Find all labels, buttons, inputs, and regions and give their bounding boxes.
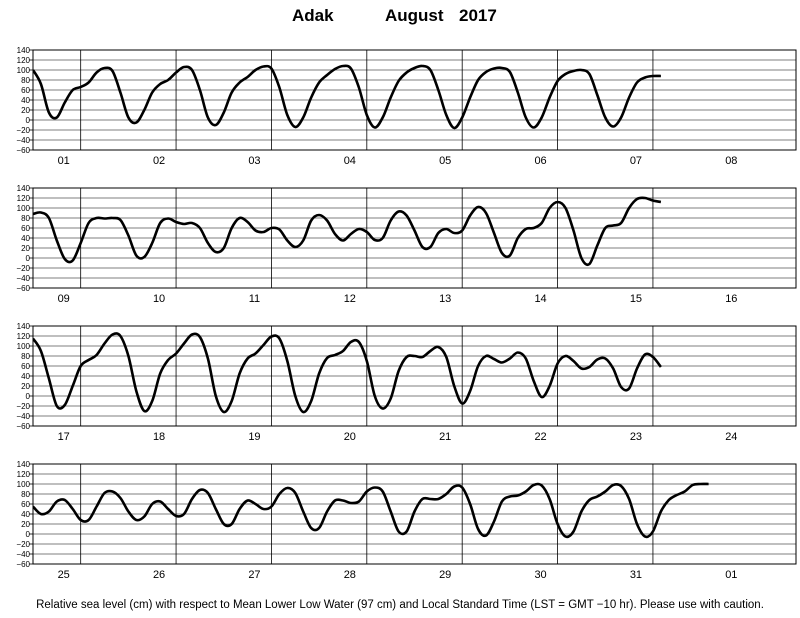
y-tick-label: 40 <box>21 510 30 519</box>
panel-frame <box>32 49 797 151</box>
day-label: 08 <box>725 155 737 167</box>
panel-frame <box>32 325 797 427</box>
y-tick-label: 60 <box>21 362 30 371</box>
panel-frame <box>32 463 797 565</box>
y-tick-label: 120 <box>17 332 31 341</box>
day-label: 06 <box>534 155 546 167</box>
y-tick-label: 80 <box>21 490 30 499</box>
day-label: 31 <box>630 569 642 581</box>
y-tick-label: 0 <box>26 530 31 539</box>
day-label: 01 <box>725 569 737 581</box>
y-tick-label: 20 <box>21 382 30 391</box>
tide-curve <box>33 332 662 414</box>
tide-curve <box>33 482 709 539</box>
y-tick-label: 40 <box>21 96 30 105</box>
y-tick-label: 20 <box>21 106 30 115</box>
day-label: 27 <box>248 569 260 581</box>
day-label: 15 <box>630 293 642 305</box>
y-tick-label: 0 <box>26 392 31 401</box>
day-label: 25 <box>58 569 70 581</box>
day-label: 19 <box>248 431 260 443</box>
day-label: 18 <box>153 431 165 443</box>
footer-note: Relative sea level (cm) with respect to … <box>36 599 764 611</box>
day-label: 17 <box>58 431 70 443</box>
y-tick-label: 120 <box>17 56 31 65</box>
y-tick-label: 20 <box>21 244 30 253</box>
y-tick-label: −40 <box>16 412 30 421</box>
y-tick-label: 20 <box>21 520 30 529</box>
y-tick-label: −60 <box>16 284 30 293</box>
y-tick-label: 100 <box>17 204 31 213</box>
y-tick-label: 100 <box>17 480 31 489</box>
y-tick-label: −20 <box>16 402 30 411</box>
y-tick-label: −60 <box>16 422 30 431</box>
y-tick-label: 120 <box>17 470 31 479</box>
day-label: 09 <box>58 293 70 305</box>
day-label: 21 <box>439 431 451 443</box>
y-tick-label: 100 <box>17 342 31 351</box>
day-label: 30 <box>534 569 546 581</box>
y-tick-label: 0 <box>26 254 31 263</box>
y-tick-label: −60 <box>16 146 30 155</box>
day-label: 24 <box>725 431 737 443</box>
day-label: 10 <box>153 293 165 305</box>
day-label: 20 <box>344 431 356 443</box>
day-label: 28 <box>344 569 356 581</box>
y-tick-label: 60 <box>21 500 30 509</box>
y-tick-label: −60 <box>16 560 30 569</box>
day-label: 26 <box>153 569 165 581</box>
day-label: 14 <box>534 293 546 305</box>
day-label: 16 <box>725 293 737 305</box>
y-tick-label: −40 <box>16 136 30 145</box>
day-label: 04 <box>344 155 356 167</box>
y-tick-label: 140 <box>17 322 31 331</box>
title-month: August <box>385 6 444 25</box>
y-tick-label: 140 <box>17 46 31 55</box>
chart-title: Adak August 2017 <box>0 6 800 28</box>
y-tick-label: 40 <box>21 372 30 381</box>
y-tick-label: 100 <box>17 66 31 75</box>
y-tick-label: 120 <box>17 194 31 203</box>
y-tick-label: 140 <box>17 184 31 193</box>
day-label: 23 <box>630 431 642 443</box>
day-label: 29 <box>439 569 451 581</box>
y-tick-label: 60 <box>21 224 30 233</box>
day-label: 11 <box>249 293 260 305</box>
day-label: 01 <box>58 155 70 167</box>
y-tick-label: 80 <box>21 214 30 223</box>
y-tick-label: −40 <box>16 550 30 559</box>
title-year: 2017 <box>459 6 497 25</box>
y-tick-label: −40 <box>16 274 30 283</box>
tide-curve <box>33 64 661 130</box>
y-tick-label: 140 <box>17 460 31 469</box>
day-label: 02 <box>153 155 165 167</box>
day-label: 07 <box>630 155 642 167</box>
day-label: 05 <box>439 155 451 167</box>
y-tick-label: 0 <box>26 116 31 125</box>
y-tick-label: 40 <box>21 234 30 243</box>
y-tick-label: 60 <box>21 86 30 95</box>
y-tick-label: −20 <box>16 264 30 273</box>
station-name: Adak <box>292 6 334 25</box>
y-tick-label: −20 <box>16 126 30 135</box>
day-label: 13 <box>439 293 451 305</box>
y-tick-label: 80 <box>21 76 30 85</box>
day-label: 03 <box>248 155 260 167</box>
y-tick-label: 80 <box>21 352 30 361</box>
tide-curve <box>33 196 662 267</box>
panel-frame <box>32 187 797 289</box>
day-label: 12 <box>344 293 356 305</box>
y-tick-label: −20 <box>16 540 30 549</box>
day-label: 22 <box>534 431 546 443</box>
